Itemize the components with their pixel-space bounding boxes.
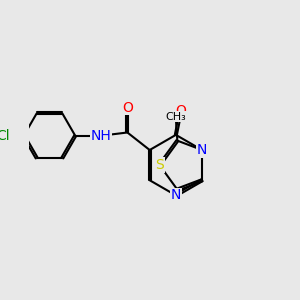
- Text: N: N: [171, 188, 181, 203]
- Text: N: N: [197, 143, 207, 157]
- Text: NH: NH: [91, 129, 112, 143]
- Text: CH₃: CH₃: [165, 112, 186, 122]
- Text: Cl: Cl: [0, 129, 10, 143]
- Text: O: O: [122, 101, 133, 115]
- Text: O: O: [175, 104, 186, 118]
- Text: S: S: [155, 158, 164, 172]
